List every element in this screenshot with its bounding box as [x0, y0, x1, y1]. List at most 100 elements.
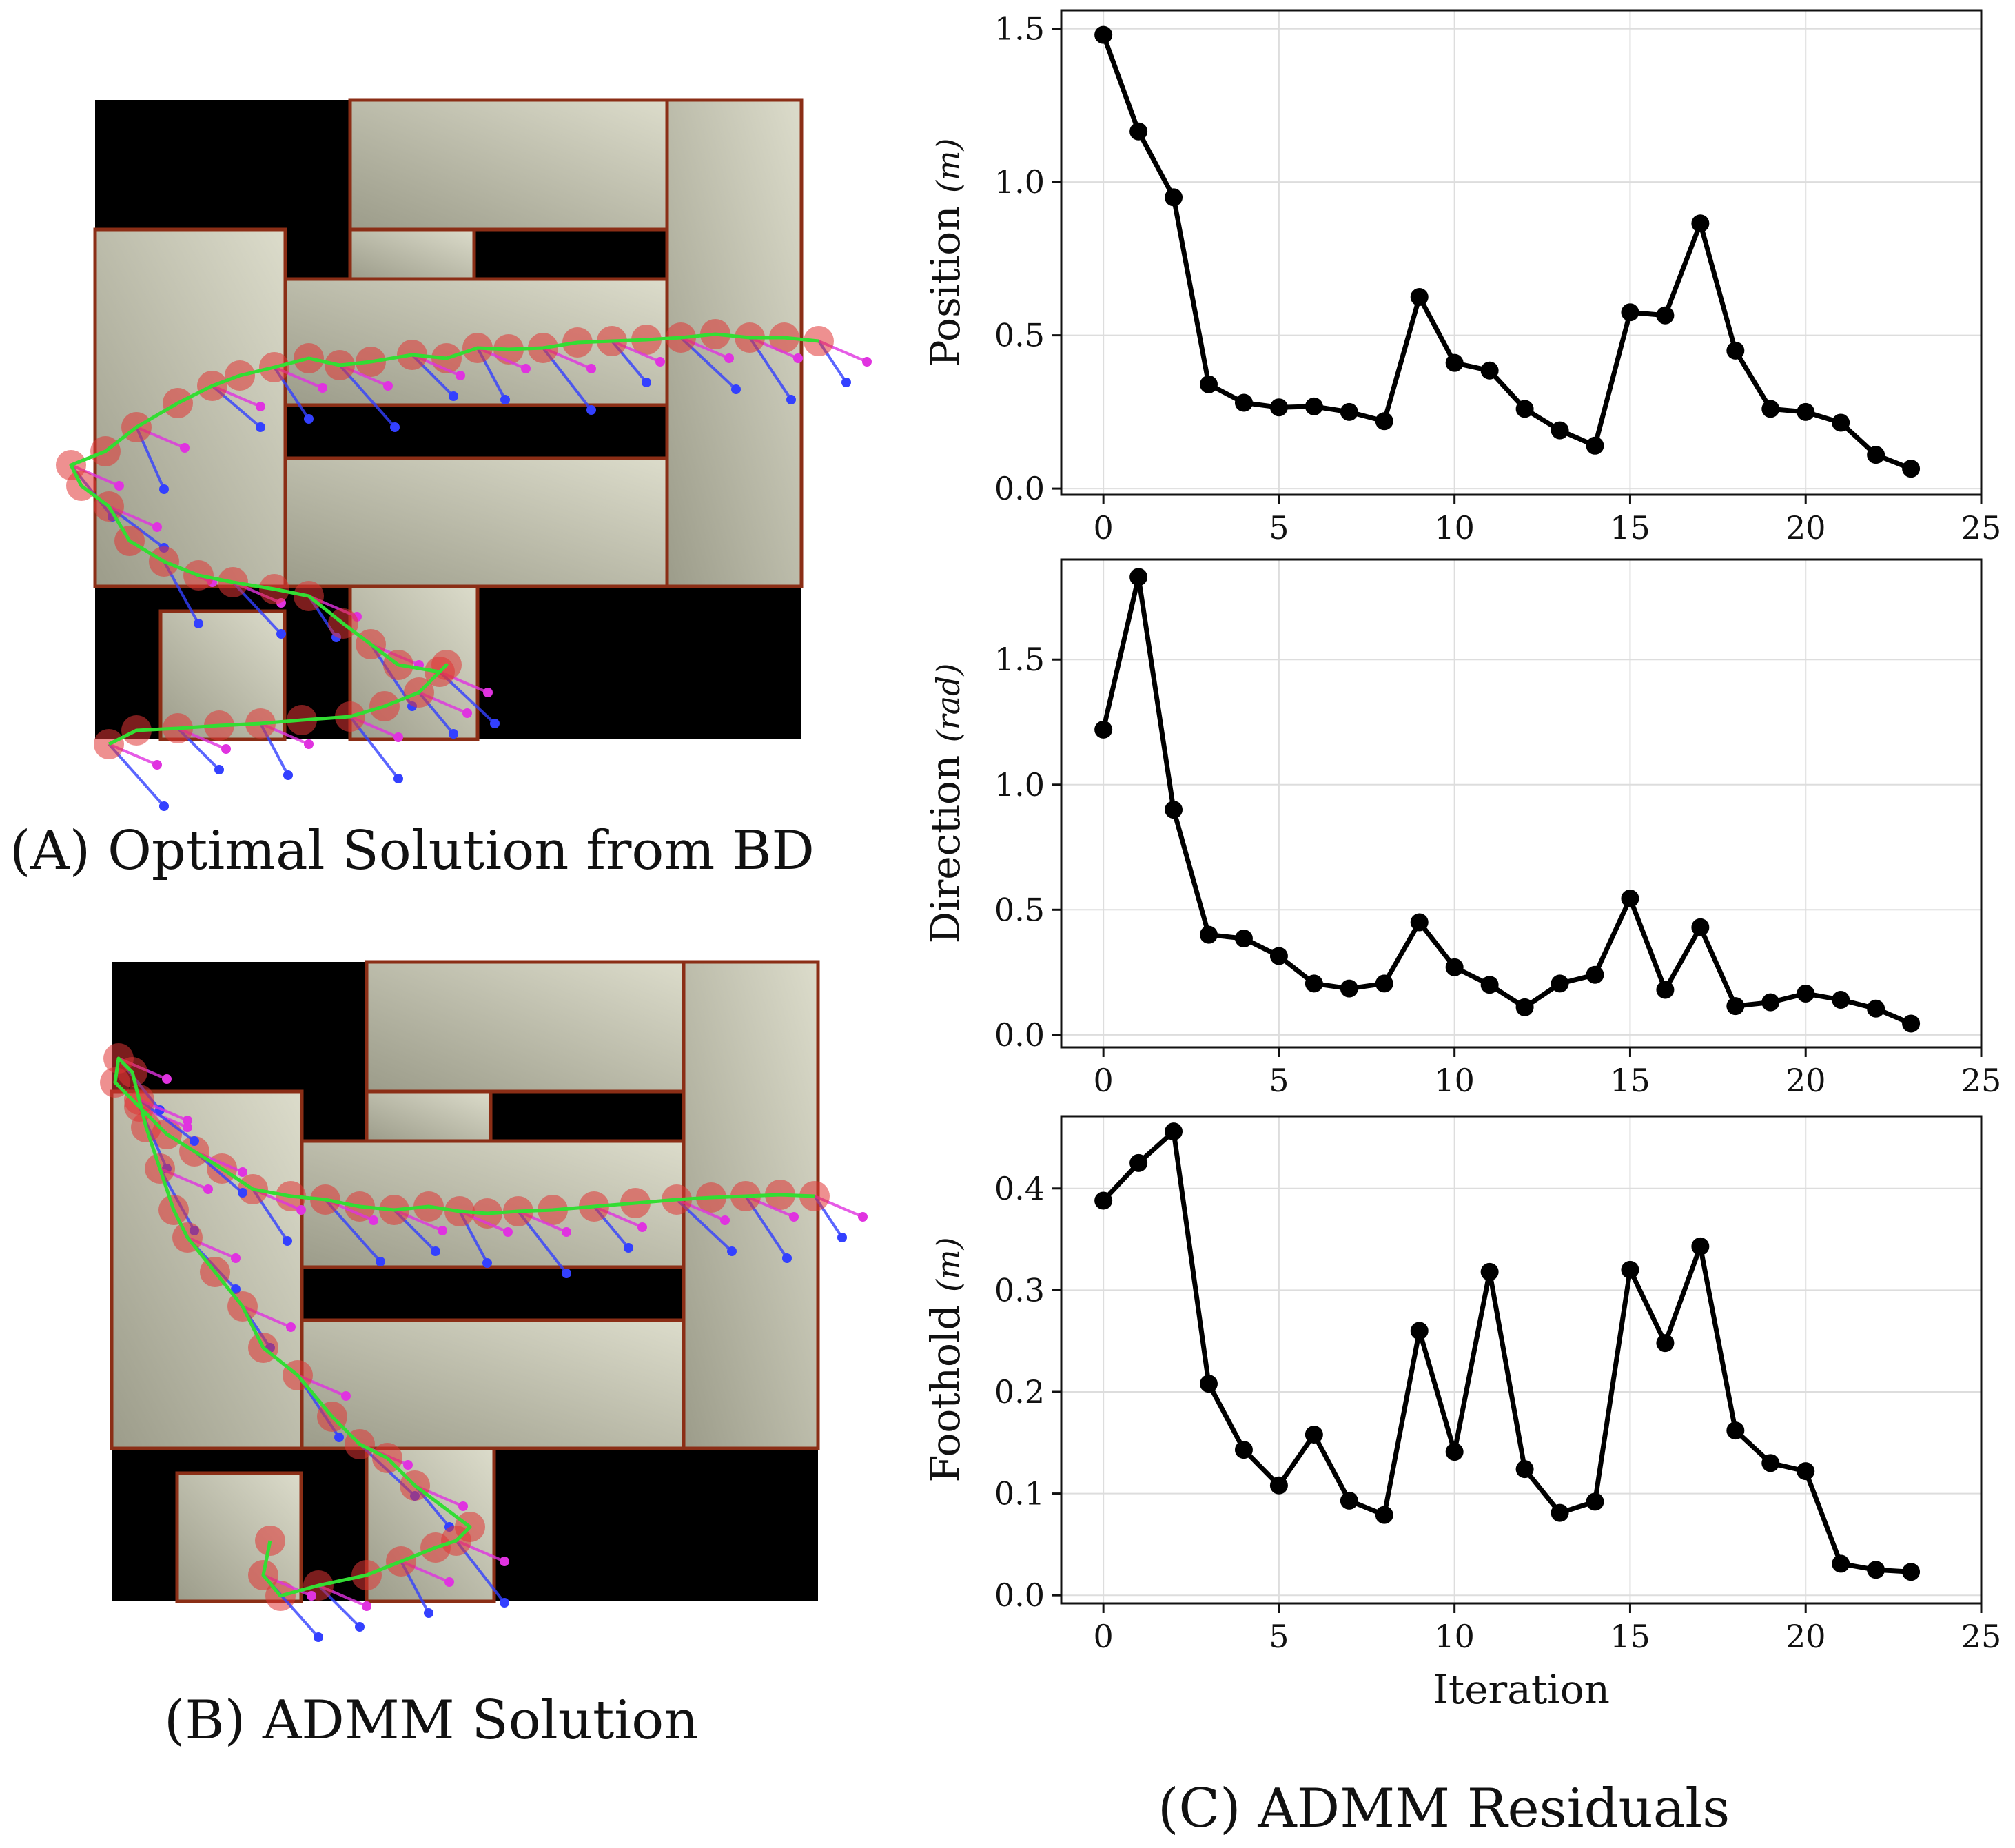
foothold-marker — [183, 1116, 192, 1125]
foothold-marker — [256, 422, 265, 432]
data-point — [1200, 925, 1218, 944]
foothold-marker — [194, 619, 203, 628]
x-tick-label: 5 — [1269, 1062, 1289, 1099]
data-point — [1094, 1191, 1113, 1210]
data-point — [1094, 25, 1113, 44]
data-point — [1269, 398, 1288, 417]
foothold-marker — [727, 1246, 737, 1256]
caption-c: (C) ADMM Residuals — [1158, 1778, 1730, 1840]
foothold-marker — [642, 378, 651, 387]
data-point — [1269, 947, 1288, 965]
data-point — [1165, 801, 1183, 819]
x-tick-label: 15 — [1610, 1618, 1650, 1655]
y-tick-label: 0.5 — [994, 891, 1045, 928]
terrain-panel-a — [56, 98, 872, 811]
data-point — [1445, 353, 1464, 372]
x-tick-label: 15 — [1610, 1062, 1650, 1099]
foothold-marker — [655, 357, 665, 367]
stepping-region — [283, 456, 669, 588]
x-tick-label: 15 — [1610, 509, 1650, 546]
data-point — [1445, 1443, 1464, 1461]
data-point — [1902, 1563, 1921, 1581]
foothold-marker — [841, 378, 851, 387]
data-point — [1621, 303, 1639, 322]
foothold-marker — [296, 1205, 306, 1215]
data-point — [1375, 1506, 1393, 1524]
y-tick-label: 0.5 — [994, 317, 1045, 354]
stepping-region — [348, 227, 476, 281]
foothold-marker — [214, 765, 224, 774]
foothold-marker — [238, 1188, 247, 1198]
y-tick-label: 0.0 — [994, 1577, 1045, 1614]
foothold-marker — [393, 774, 403, 783]
foothold-marker — [449, 729, 458, 739]
x-tick-label: 25 — [1961, 1618, 2002, 1655]
foothold-marker — [304, 739, 314, 749]
series-line — [1101, 34, 1912, 471]
x-tick-label: 10 — [1434, 1618, 1475, 1655]
x-tick-label: 10 — [1434, 1062, 1475, 1099]
y-axis-label: Direction (rad) — [922, 664, 969, 944]
foothold-marker — [483, 688, 493, 697]
foothold-marker — [283, 1236, 292, 1246]
foothold-marker — [837, 1233, 847, 1242]
stepping-region — [365, 1089, 493, 1143]
series-line — [1101, 574, 1912, 1026]
y-axis-label: Position (m) — [922, 138, 969, 367]
x-tick-label: 20 — [1786, 1062, 1826, 1099]
foothold-marker — [180, 443, 190, 453]
foothold-marker — [341, 1391, 351, 1401]
foothold-marker — [159, 484, 169, 494]
y-tick-label: 1.5 — [994, 641, 1045, 678]
x-tick-label: 20 — [1786, 1618, 1826, 1655]
foothold-marker — [782, 1253, 792, 1263]
foothold-marker — [221, 744, 231, 754]
data-point — [1761, 1454, 1780, 1472]
data-point — [1761, 993, 1780, 1012]
foothold-marker — [203, 1184, 213, 1194]
trajectory-line — [113, 1056, 815, 1598]
foothold-marker — [390, 422, 400, 432]
terrain-panel-b — [100, 960, 868, 1642]
data-point — [1094, 720, 1113, 739]
data-point — [1305, 974, 1323, 993]
foothold-marker — [858, 1212, 868, 1222]
foothold-marker — [383, 381, 393, 391]
foothold-marker — [318, 383, 327, 393]
foothold-marker — [334, 1433, 344, 1442]
y-tick-label: 1.0 — [994, 163, 1045, 201]
data-point — [1480, 1262, 1499, 1281]
foothold-marker — [256, 402, 265, 411]
foothold-marker — [458, 1501, 468, 1511]
data-point — [1305, 397, 1323, 415]
y-tick-label: 0.4 — [994, 1170, 1045, 1207]
data-point — [1410, 1322, 1429, 1340]
foothold-marker — [862, 357, 872, 367]
data-point — [1691, 1237, 1710, 1255]
foothold-marker — [720, 1215, 730, 1225]
x-tick-label: 0 — [1094, 509, 1114, 546]
foothold-marker — [731, 384, 741, 394]
foothold-marker — [304, 414, 314, 424]
data-point — [1656, 1334, 1675, 1353]
foothold-marker — [482, 1258, 492, 1268]
x-tick-label: 25 — [1961, 1062, 2002, 1099]
foothold-marker — [231, 1253, 241, 1263]
data-point — [1656, 306, 1675, 325]
data-point — [1129, 1153, 1148, 1172]
data-point — [1234, 1441, 1253, 1459]
foothold-marker — [562, 1269, 571, 1278]
x-tick-label: 0 — [1094, 1618, 1114, 1655]
x-tick-label: 10 — [1434, 509, 1475, 546]
foothold-marker — [490, 719, 500, 728]
foothold-marker — [376, 1257, 385, 1266]
foothold-marker — [462, 708, 472, 718]
data-point — [1797, 1462, 1815, 1481]
foothold-marker — [500, 1557, 509, 1566]
y-axis-label-unit: (rad) — [930, 664, 967, 743]
data-point — [1832, 991, 1850, 1009]
data-point — [1515, 1460, 1534, 1479]
foothold-marker — [521, 364, 531, 373]
foothold-marker — [724, 353, 734, 363]
foothold-marker — [624, 1243, 633, 1253]
